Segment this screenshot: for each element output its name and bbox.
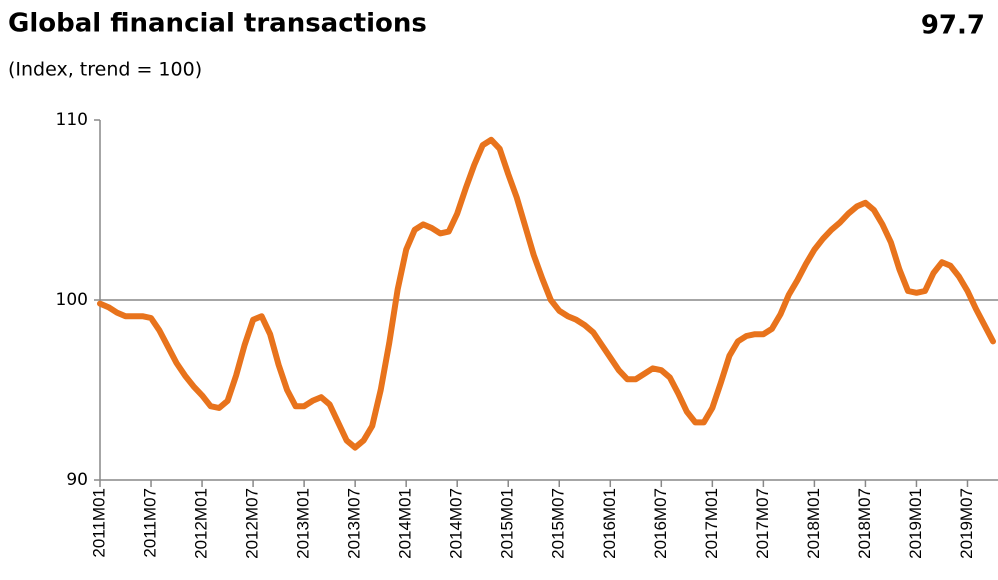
x-tick-label: 2012M07 [243, 488, 262, 559]
y-tick-label: 90 [66, 470, 88, 490]
x-tick-label: 2016M01 [600, 488, 619, 559]
x-tick-label: 2011M01 [89, 488, 108, 558]
x-tick-label: 2014M01 [396, 488, 415, 559]
chart-title: Global financial transactions [8, 9, 427, 39]
x-tick-label: 2014M07 [447, 488, 466, 559]
y-tick-label: 100 [56, 290, 88, 310]
latest-value: 97.7 [921, 11, 985, 41]
x-tick-label: 2017M07 [753, 488, 772, 559]
x-tick-label: 2015M07 [549, 488, 568, 559]
chart-subtitle: (Index, trend = 100) [8, 59, 202, 81]
y-tick-label: 110 [56, 110, 88, 130]
x-tick-label: 2013M07 [345, 488, 364, 559]
x-tick-label: 2017M01 [702, 488, 721, 559]
x-tick-label: 2019M01 [906, 488, 925, 559]
x-tick-label: 2018M01 [804, 488, 823, 559]
x-tick-label: 2013M01 [294, 488, 313, 559]
x-tick-label: 2019M07 [957, 488, 976, 559]
x-tick-label: 2015M01 [498, 488, 517, 559]
x-tick-label: 2012M01 [192, 488, 211, 559]
x-tick-label: 2011M07 [141, 488, 160, 558]
x-tick-label: 2018M07 [855, 488, 874, 559]
x-tick-label: 2016M07 [651, 488, 670, 559]
data-line [97, 136, 996, 451]
